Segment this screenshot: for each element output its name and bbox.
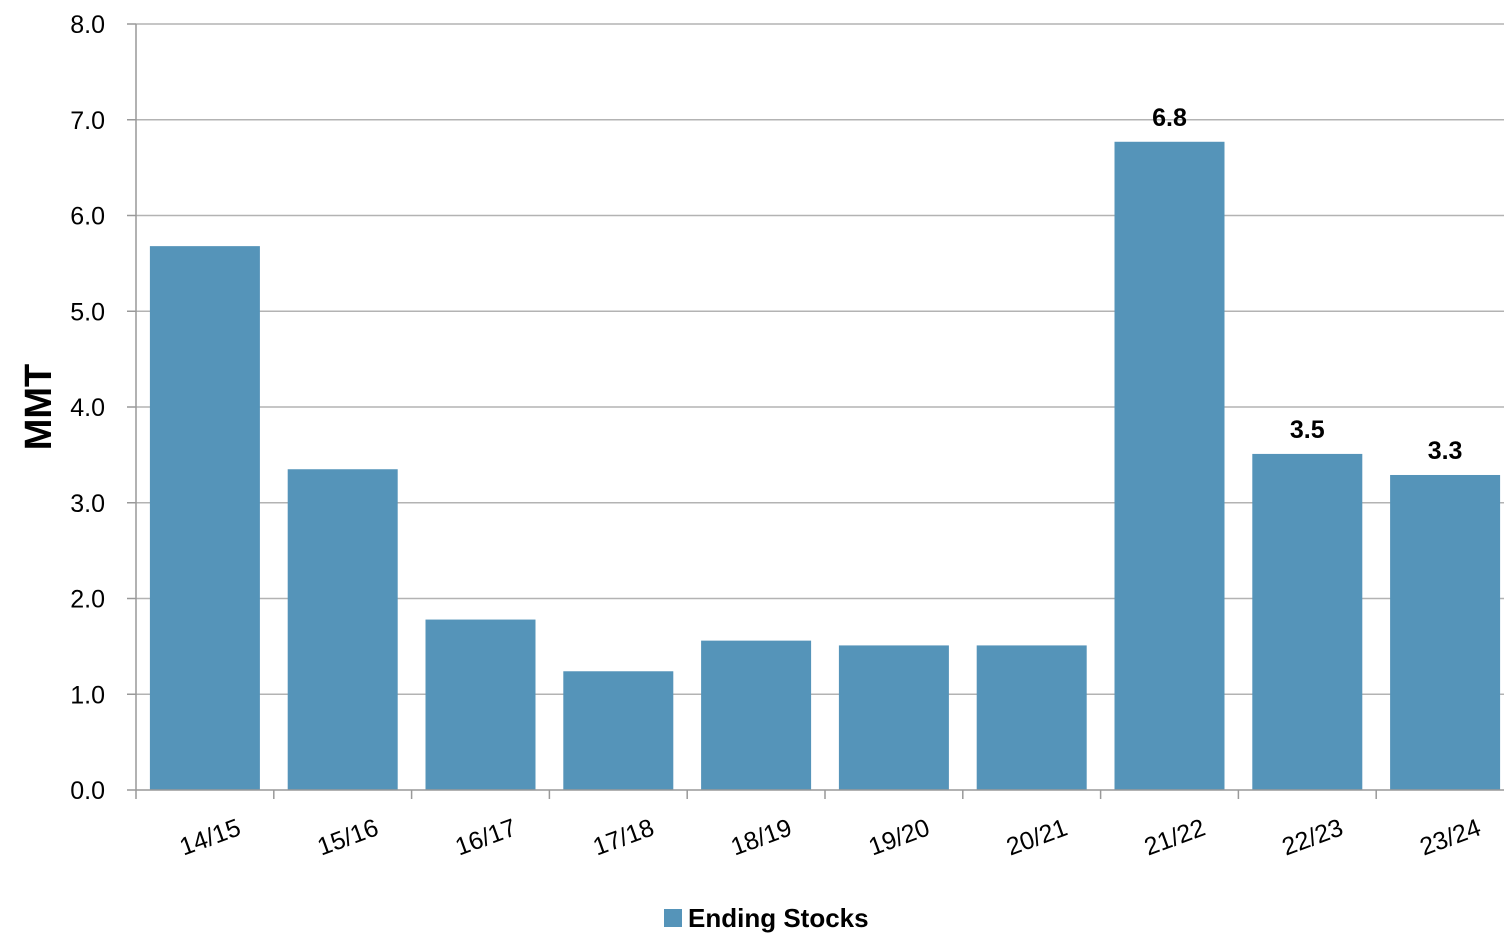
data-labels: 6.8 3.5 3.3 (1152, 104, 1462, 465)
y-tick-label: 6.0 (70, 203, 105, 231)
bar-22-23 (1252, 453, 1363, 790)
x-tick-label: 19/20 (865, 814, 933, 862)
data-label: 3.5 (1290, 416, 1325, 444)
legend-swatch (664, 909, 682, 927)
bar-16-17 (425, 619, 536, 790)
y-tick-label: 4.0 (70, 394, 105, 422)
y-tick-label: 0.0 (70, 777, 105, 805)
y-tick-label: 1.0 (70, 681, 105, 709)
x-tick-label: 17/18 (589, 814, 657, 862)
x-tick-label: 21/22 (1141, 814, 1209, 862)
x-tick-label: 14/15 (176, 814, 244, 862)
legend: Ending Stocks (664, 903, 869, 933)
x-tick-label: 23/24 (1416, 814, 1484, 862)
y-tick-label: 5.0 (70, 298, 105, 326)
x-tick-label: 20/21 (1003, 814, 1071, 862)
bar-15-16 (287, 469, 398, 790)
x-tick-label: 15/16 (314, 814, 382, 862)
y-tick-label: 3.0 (70, 490, 105, 518)
x-tick-label: 18/19 (727, 814, 795, 862)
bar-21-22 (1114, 141, 1225, 790)
bar-14-15 (149, 246, 260, 790)
y-axis-title: MMT (18, 364, 60, 451)
bar-19-20 (838, 645, 949, 790)
data-label: 3.3 (1428, 437, 1463, 465)
legend-label: Ending Stocks (688, 903, 869, 933)
x-tick-label: 16/17 (452, 814, 520, 862)
y-tick-label: 8.0 (70, 11, 105, 39)
bar-23-24 (1390, 474, 1501, 790)
bar-18-19 (701, 640, 812, 790)
bar-20-21 (976, 645, 1087, 790)
y-tick-label: 2.0 (70, 586, 105, 614)
bars (149, 141, 1501, 790)
y-tick-label: 7.0 (70, 107, 105, 135)
x-tick-label: 22/23 (1278, 814, 1346, 862)
bar-17-18 (563, 671, 674, 790)
data-label: 6.8 (1152, 104, 1187, 132)
